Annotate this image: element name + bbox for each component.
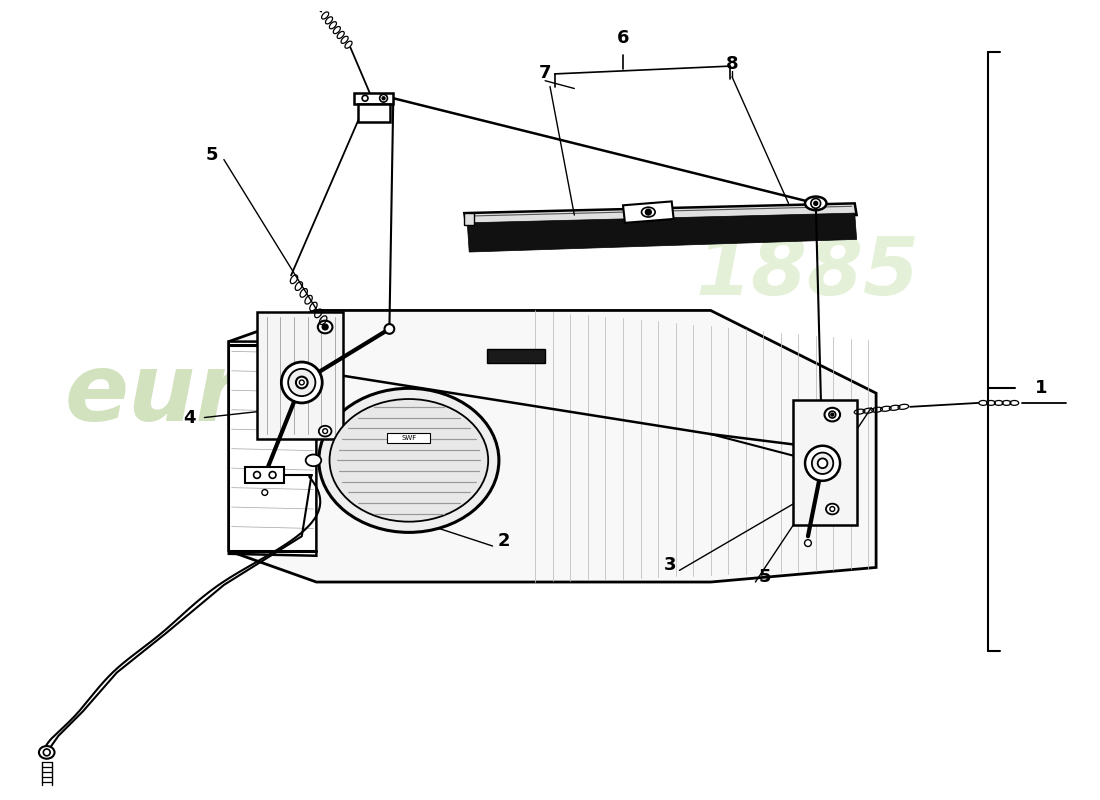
Ellipse shape <box>39 746 55 758</box>
Ellipse shape <box>288 369 316 396</box>
Polygon shape <box>464 203 857 225</box>
Ellipse shape <box>382 97 385 100</box>
Polygon shape <box>387 433 430 443</box>
Ellipse shape <box>319 426 331 437</box>
Ellipse shape <box>641 207 656 217</box>
Ellipse shape <box>330 399 488 522</box>
Ellipse shape <box>455 413 475 426</box>
Ellipse shape <box>811 198 821 208</box>
Polygon shape <box>257 312 343 439</box>
Ellipse shape <box>830 413 834 416</box>
Ellipse shape <box>296 377 308 388</box>
Text: europlates: europlates <box>65 349 637 441</box>
Text: 6: 6 <box>617 29 629 47</box>
Ellipse shape <box>254 471 261 478</box>
Polygon shape <box>229 310 876 582</box>
Text: 1885: 1885 <box>696 234 920 313</box>
Polygon shape <box>468 213 857 252</box>
Text: a passion for: a passion for <box>236 466 562 509</box>
Ellipse shape <box>825 408 840 422</box>
Ellipse shape <box>385 324 394 334</box>
Ellipse shape <box>319 388 499 532</box>
Polygon shape <box>486 350 546 363</box>
Ellipse shape <box>322 429 328 434</box>
Ellipse shape <box>306 454 321 466</box>
Text: 1: 1 <box>1035 379 1048 398</box>
Text: 8: 8 <box>726 55 738 73</box>
Text: 3: 3 <box>663 557 676 574</box>
Ellipse shape <box>826 504 838 514</box>
Ellipse shape <box>299 380 305 385</box>
Text: 5: 5 <box>759 568 771 586</box>
Ellipse shape <box>804 540 812 546</box>
Polygon shape <box>245 467 284 482</box>
Ellipse shape <box>814 202 817 206</box>
Ellipse shape <box>262 490 267 495</box>
Polygon shape <box>623 202 673 223</box>
Ellipse shape <box>322 324 328 330</box>
Text: 7: 7 <box>539 64 551 82</box>
Text: 4: 4 <box>184 409 196 426</box>
Polygon shape <box>793 400 857 525</box>
Text: porsche: porsche <box>367 534 566 578</box>
Ellipse shape <box>318 321 332 334</box>
Ellipse shape <box>829 411 836 418</box>
Text: 2: 2 <box>498 532 510 550</box>
Ellipse shape <box>817 458 827 468</box>
Ellipse shape <box>829 506 835 511</box>
Ellipse shape <box>805 446 840 481</box>
Ellipse shape <box>646 210 651 215</box>
Polygon shape <box>359 104 390 122</box>
Ellipse shape <box>379 94 387 102</box>
Ellipse shape <box>362 95 369 101</box>
Polygon shape <box>229 342 317 556</box>
Ellipse shape <box>282 362 322 403</box>
Text: SWF: SWF <box>402 435 417 441</box>
Ellipse shape <box>812 453 834 474</box>
Polygon shape <box>354 94 394 104</box>
Polygon shape <box>464 213 474 225</box>
Ellipse shape <box>805 197 826 210</box>
Ellipse shape <box>43 749 51 756</box>
Text: 5: 5 <box>206 146 219 164</box>
Ellipse shape <box>270 471 276 478</box>
